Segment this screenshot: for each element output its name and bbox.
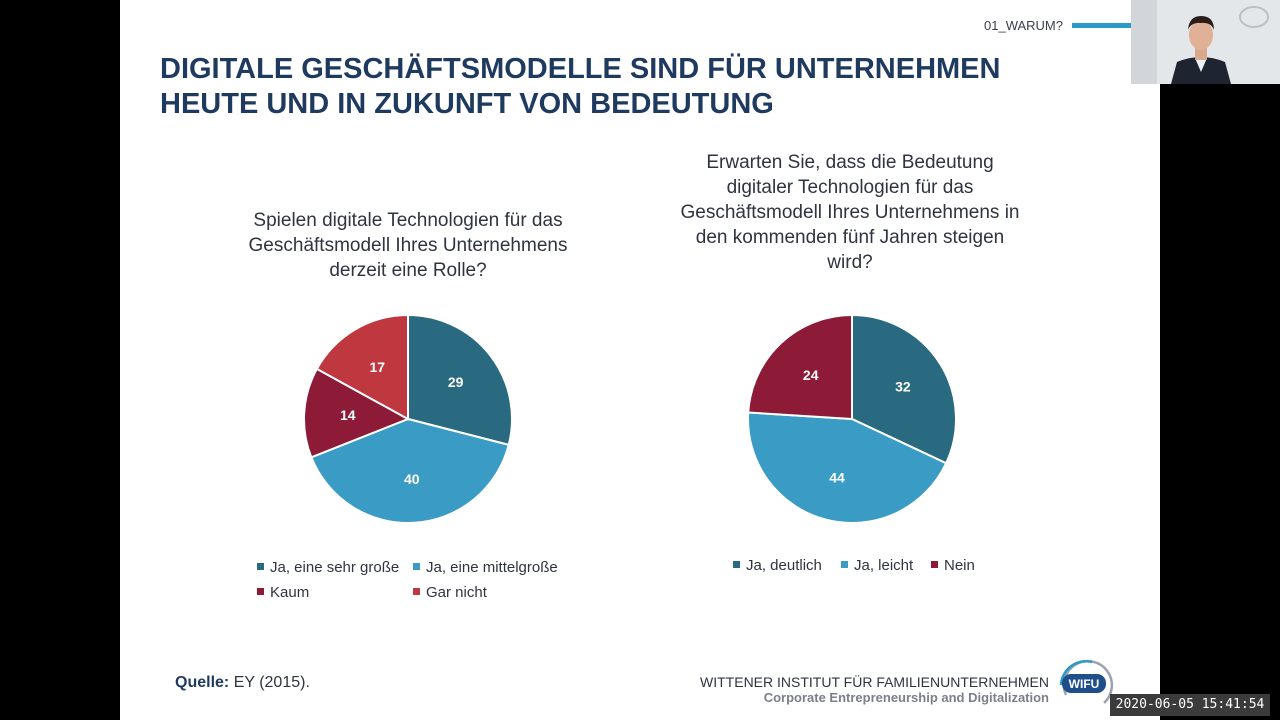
chart2-title: Erwarten Sie, dass die Bedeutung digital…: [640, 150, 1060, 275]
logo-text: WIFU: [1069, 677, 1100, 691]
pie-slice-nein: [747, 313, 853, 421]
legend-item-ja-leicht: Ja, leicht: [841, 557, 913, 574]
pie-data-label: 14: [340, 407, 356, 423]
webcam-overlay: [1131, 0, 1280, 84]
pie-data-label: 40: [404, 471, 420, 487]
legend-swatch: [733, 561, 740, 568]
pie-chart-future-importance: 32 44 24: [747, 313, 957, 524]
chart1-title-line: Geschäftsmodell Ihres Unternehmens: [248, 235, 568, 256]
chart2-title-line: Erwarten Sie, dass die Bedeutung: [706, 152, 994, 173]
logo-badge: [1062, 674, 1106, 693]
title-line-2: HEUTE UND IN ZUKUNFT VON BEDEUTUNG: [160, 88, 774, 120]
pie-data-label: 32: [895, 379, 911, 395]
legend-item-nein: Nein: [931, 557, 975, 574]
legend-item-ja-mittelgross: Ja, eine mittelgroße: [413, 559, 558, 576]
pie-slice-ja-deutlich: [851, 313, 957, 465]
legend-item-ja-sehr-gross: Ja, eine sehr große: [257, 559, 399, 576]
legend-label: Ja, deutlich: [746, 557, 822, 574]
pie-data-label: 29: [448, 374, 464, 390]
legend-label: Ja, eine sehr große: [270, 559, 400, 576]
legend-swatch: [413, 588, 420, 595]
legend-item-ja-deutlich: Ja, deutlich: [733, 557, 822, 574]
chart1-title-line: derzeit eine Rolle?: [329, 260, 487, 281]
source-text: EY (2015).: [233, 674, 310, 691]
institute-subtitle: Corporate Entrepreneurship and Digitaliz…: [763, 690, 1049, 705]
title-line-1: DIGITALE GESCHÄFTSMODELLE SIND FÜR UNTER…: [160, 53, 1001, 85]
legend-item-gar-nicht: Gar nicht: [413, 584, 487, 601]
chart2-title-line: digitaler Technologien für das: [726, 177, 974, 198]
chart1-title: Spielen digitale Technologien für das Ge…: [218, 208, 598, 283]
pie-slice-kaum: [303, 367, 411, 459]
legend-label: Kaum: [270, 584, 310, 601]
pie-data-label: 17: [370, 359, 386, 375]
chart1-title-line: Spielen digitale Technologien für das: [253, 210, 563, 231]
legend-swatch: [413, 563, 420, 570]
section-accent-bar: [1072, 23, 1132, 28]
chart2-title-line: den kommenden fünf Jahren steigen: [695, 227, 1005, 248]
section-label: 01_WARUM?: [984, 18, 1063, 33]
presenter-video: [1131, 0, 1280, 84]
pie-slice-ja-eine-sehr-große: [407, 313, 513, 447]
logo-arc-blue: [1059, 660, 1093, 686]
legend-swatch: [841, 561, 848, 568]
institute-name: WITTENER INSTITUT FÜR FAMILIENUNTERNEHME…: [700, 674, 1049, 690]
recording-timestamp: 2020-06-05 15:41:54: [1110, 694, 1270, 716]
source-label: Quelle:: [175, 674, 230, 691]
pie-data-label: 44: [829, 469, 845, 485]
source-citation: Quelle: EY (2015).: [175, 674, 310, 692]
slide: [120, 0, 1160, 720]
legend-label: Ja, leicht: [854, 557, 914, 574]
slide-title: DIGITALE GESCHÄFTSMODELLE SIND FÜR UNTER…: [160, 52, 1120, 122]
pie-slice-ja-eine-mittelgroße: [310, 417, 510, 524]
legend-swatch: [931, 561, 938, 568]
legend-label: Gar nicht: [426, 584, 487, 601]
pie-slice-gar-nicht: [315, 313, 409, 421]
chart2-title-line: Geschäftsmodell Ihres Unternehmens in: [680, 202, 1020, 223]
pie-slice-ja-leicht: [747, 411, 948, 524]
legend-label: Ja, eine mittelgroße: [426, 559, 558, 576]
pie-data-label: 24: [803, 367, 819, 383]
legend-swatch: [257, 588, 264, 595]
legend-swatch: [257, 563, 264, 570]
legend-item-kaum: Kaum: [257, 584, 309, 601]
legend-label: Nein: [944, 557, 975, 574]
wifu-logo: WIFU: [1059, 659, 1114, 704]
pie-chart-current-role: 29 40 14 17: [303, 313, 513, 524]
chart2-title-line: wird?: [827, 252, 873, 273]
